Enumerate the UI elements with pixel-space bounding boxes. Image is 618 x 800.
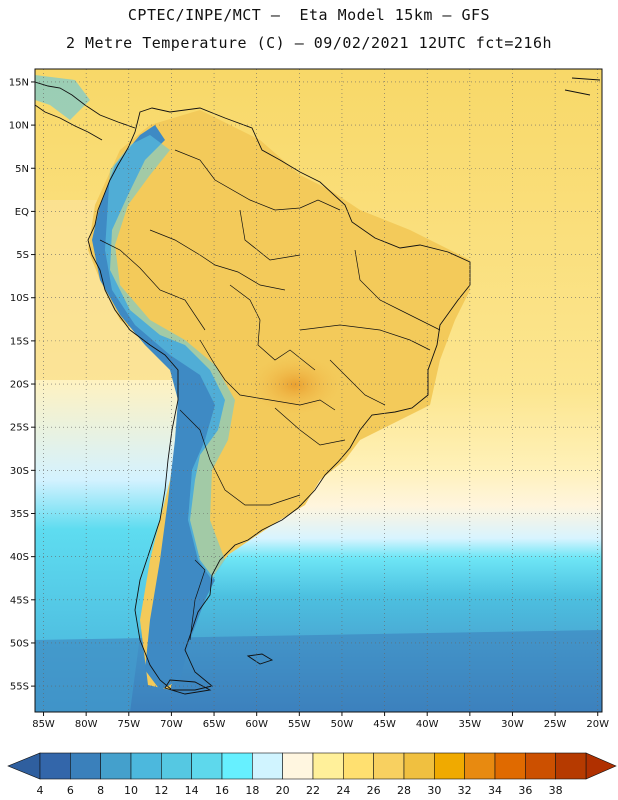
lat-label: 50S [10,638,29,649]
lon-label: 35W [459,719,482,730]
graticule [35,69,602,712]
lon-label: 55W [288,719,311,730]
temperature-map: 15N 10N 5N EQ 5S 10S 15S 20S 25S 30S 35S 40S 45S 50S 5… [9,68,609,730]
colorbar-label: 8 [97,784,104,797]
chart-subtitle: 2 Metre Temperature (C) – 09/02/2021 12U… [65,34,553,52]
colorbar-swatch [161,752,192,780]
lat-label: 5N [15,164,29,175]
colorbar-under-arrow [7,752,41,780]
colorbar-swatch [70,752,101,780]
lon-label: 60W [245,719,268,730]
coastline-central-america [35,81,136,141]
lon-label: 70W [160,719,183,730]
lat-label: 25S [10,423,29,434]
pacific-warm-field [35,200,190,380]
colorbar-swatch [403,752,435,780]
lon-label: 50W [331,719,354,730]
lat-label: 35S [10,509,29,520]
colorbar-label: 24 [336,784,350,797]
map-field [35,69,602,712]
island-tierra-del-fuego [164,679,212,695]
colorbar-label: 20 [276,784,290,797]
colorbar-label: 16 [215,784,229,797]
colorbar-swatch [312,752,344,780]
colorbar-swatch [100,752,132,780]
map-frame [34,68,603,713]
colorbar-label: 36 [518,784,532,797]
lat-label: 30S [10,466,29,477]
colorbar-swatch [373,752,405,780]
lat-label: 10N [9,121,29,132]
colorbar-swatch [252,752,283,780]
andes-cold [92,125,225,690]
colorbar-label: 6 [67,784,74,797]
lat-label: 40S [10,552,29,563]
lon-label: 45W [373,719,396,730]
lat-label: 15S [10,336,29,347]
colorbar-label: 22 [306,784,320,797]
longitude-labels: 85W 80W 75W 70W 65W 60W 55W 50W 45W 40W 35W 30W 25W 2… [32,712,609,730]
colorbar-swatch [282,752,314,780]
lat-label: 55S [10,682,29,693]
colorbar-swatch [130,752,162,780]
colorbar-swatch [39,752,71,780]
colorbar-swatch [221,752,253,780]
colorbar-label: 30 [427,784,441,797]
colorbar-swatch [191,752,223,780]
coastlines [35,77,601,695]
colorbar-label: 32 [458,784,472,797]
colorbar-label: 28 [397,784,411,797]
coastline-south-america [87,107,471,691]
colorbar-swatch [494,752,526,780]
colorbar-label: 4 [37,784,44,797]
chart-title: CPTEC/INPE/MCT – Eta Model 15km – GFS [127,6,491,24]
andes-cool-edge [105,135,235,580]
lat-label: 10S [10,293,29,304]
lon-label: 65W [203,719,226,730]
lon-label: 20W [586,719,609,730]
lon-label: 25W [544,719,567,730]
colorbar-label: 12 [154,784,168,797]
lon-label: 30W [501,719,524,730]
lat-label: 5S [16,250,29,261]
colorbar-swatch [555,752,587,780]
colorbar-label: 14 [185,784,199,797]
lat-label: EQ [15,207,29,218]
lon-label: 85W [32,719,55,730]
colorbar-label: 18 [245,784,259,797]
lon-label: 40W [416,719,439,730]
lon-label: 75W [117,719,140,730]
pacific-cool-field [35,380,190,712]
colorbar-swatch [434,752,465,780]
colorbar-swatch [343,752,374,780]
colorbar-swatch [464,752,496,780]
hot-spot [250,355,340,415]
colorbar-label: 10 [124,784,138,797]
lon-label: 80W [75,719,98,730]
island-caribbean [564,77,601,96]
colorbar-label: 38 [549,784,563,797]
lat-label: 15N [9,77,29,88]
latitude-labels: 15N 10N 5N EQ 5S 10S 15S 20S 25S 30S 35S 40S 45S 50S 5… [9,77,35,693]
colorbar: 4 6 8 10 12 14 16 18 20 22 24 26 28 30 32 34 36 38 [7,752,617,797]
lat-label: 20S [10,380,29,391]
island-falklands [246,653,274,665]
colorbar-label: 34 [488,784,502,797]
colorbar-label: 26 [367,784,381,797]
country-borders [99,149,441,641]
south-cold-band [35,630,602,712]
colorbar-over-arrow [585,752,617,780]
lat-label: 45S [10,595,29,606]
colorbar-swatch [525,752,556,780]
